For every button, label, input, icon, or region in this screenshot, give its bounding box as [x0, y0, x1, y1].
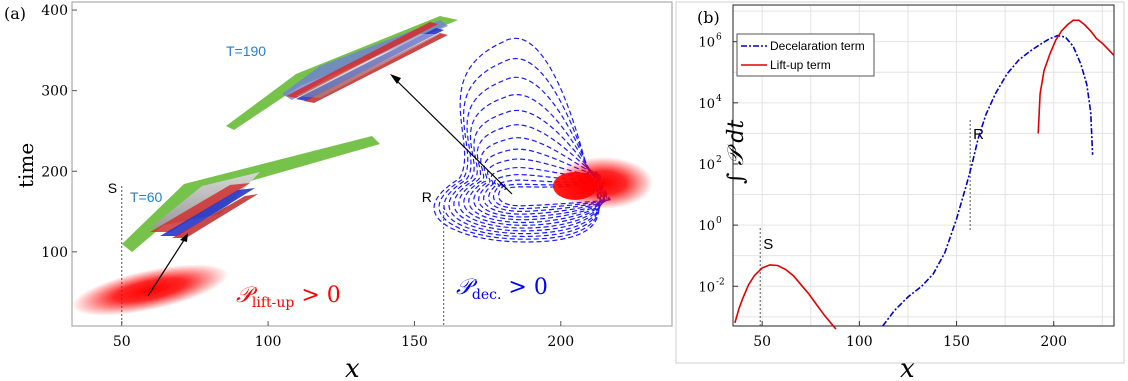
panel-b-y-tick-label: 10 [698, 219, 715, 234]
panel-b-marker-r: R [973, 126, 984, 143]
panel-a-frame [71, 1, 673, 327]
panel-b-plot-area [732, 4, 1115, 327]
panel-b-grid [733, 5, 1114, 326]
snapshot-t190-wall [296, 34, 440, 98]
snapshot-t190-red-streaks [286, 22, 438, 98]
panel-a-x-tick-label: 100 [255, 334, 282, 350]
deceleration-contour-line [438, 58, 600, 240]
panel-b-x-tick-label: 150 [943, 334, 970, 350]
panel-a-y-tick-label: 400 [41, 3, 68, 19]
deceleration-contour-line [458, 124, 604, 229]
panel-b-label: (b) [697, 8, 720, 27]
deceleration-contour-line [473, 158, 606, 221]
arrow-lift-up-to-t60 [147, 233, 188, 297]
panel-b-y-tick-exponent: 2 [716, 155, 722, 165]
panel-b-y-tick-exponent: 4 [716, 94, 722, 104]
snapshot-t60-slab [122, 136, 380, 252]
panel-b-y-tick-exponent: -2 [716, 277, 725, 287]
panel-a-label: (a) [4, 4, 26, 23]
deceleration-contours [433, 38, 611, 243]
lift-up-region [71, 264, 229, 316]
legend-box [736, 33, 875, 77]
snapshot-t190-label: T=190 [226, 43, 266, 59]
arrow-deceleration-to-t190 [390, 74, 513, 195]
panel-b-x-tick-label: 100 [846, 334, 873, 350]
panel-b-x-ticks: 50 100 150 200 [753, 321, 1067, 350]
panel-b-y-axis-label: ∫ 𝒫 dt [724, 120, 749, 184]
snapshot-t60-label: T=60 [130, 189, 163, 205]
legend-label-lift-up: Lift-up term [770, 58, 831, 72]
snapshot-t60: T=60 [122, 136, 380, 252]
panel-a-y-tick-label: 300 [41, 84, 68, 100]
deceleration-red-core [553, 172, 597, 200]
panel-b-x-tick-label: 200 [1040, 334, 1067, 350]
panel-a-x-tick-label: 150 [401, 334, 428, 350]
legend-label-deceleration: Decelaration term [770, 39, 865, 53]
panel-b-outer-frame [675, 1, 1125, 364]
panel-b-y-tick-label: 10 [698, 97, 715, 112]
series-deceleration-line [882, 34, 1094, 327]
panel-a-x-axis-label: x [345, 354, 360, 381]
series-lift-up-line-upstream [734, 264, 837, 330]
panel-a-y-axis-label: time [14, 143, 38, 188]
panel-a-marker-r: R [422, 189, 432, 205]
panel-b-y-tick-label: 10 [698, 36, 715, 51]
deceleration-contour-line [478, 166, 607, 218]
panel-b-marker-s: S [763, 236, 773, 253]
snapshot-t60-red-streaks [150, 183, 250, 232]
panel-a-x-tick-label: 50 [113, 334, 131, 350]
panel-a-marker-s: S [108, 180, 117, 196]
series-lift-up-line-downstream [1037, 19, 1115, 134]
panel-a-x-ticks: 50 100 150 200 [113, 321, 574, 350]
panel-b-y-tick-exponent: 0 [716, 216, 722, 226]
panel-a-x-tick-label: 200 [547, 334, 574, 350]
deceleration-label: 𝒫dec. > 0 [456, 275, 548, 303]
snapshot-t60-blue-streaks [160, 188, 255, 236]
panel-b-y-tick-label: 10 [698, 158, 715, 173]
panel-b-x-tick-label: 50 [753, 334, 771, 350]
panel-b-series [734, 19, 1115, 330]
panel-a-y-ticks: 100 200 300 400 [41, 3, 77, 261]
panel-b-y-tick-exponent: 6 [716, 33, 722, 43]
panel-a-y-tick-label: 100 [41, 245, 68, 261]
panel-a-y-tick-label: 200 [41, 164, 68, 180]
panel-b-y-tick-label: 10 [698, 280, 715, 295]
snapshot-t60-red-streaks-2 [172, 194, 258, 238]
snapshot-t190: T=190 [226, 16, 458, 130]
panel-b-legend: Decelaration term Lift-up term [736, 33, 875, 77]
lift-up-label: 𝒫lift-up > 0 [236, 283, 341, 311]
panel-b-x-axis-label: x [900, 354, 915, 381]
